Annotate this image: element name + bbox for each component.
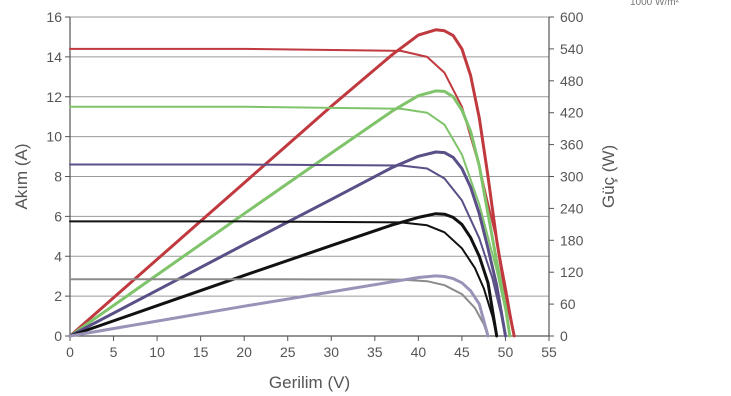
gridlines	[70, 16, 549, 337]
y-tick-label-6: 12	[46, 89, 62, 105]
y2-tick-label-4: 240	[560, 200, 584, 216]
corner-irradiance-note: 1000 W/m²	[630, 0, 680, 8]
x-tick-label-1: 5	[110, 344, 118, 360]
y-tick-label-7: 14	[46, 49, 62, 65]
y-tick-label-0: 0	[54, 328, 62, 344]
x-tick-labels: 0 5 10 15 20 25 30 35 40 45 50 55	[66, 336, 557, 360]
y2-tick-label-2: 120	[560, 264, 584, 280]
x-tick-label-11: 55	[541, 344, 557, 360]
y-tick-label-4: 8	[54, 169, 62, 185]
y2-tick-label-6: 360	[560, 137, 584, 153]
power-curve-9	[68, 274, 490, 338]
y-tick-label-1: 2	[54, 288, 62, 304]
y-tick-label-5: 10	[46, 129, 62, 145]
x-tick-label-7: 35	[367, 344, 383, 360]
y-tick-label-3: 6	[54, 208, 62, 224]
current-curve-4	[69, 163, 507, 337]
y2-tick-label-10: 600	[560, 9, 584, 25]
y2-tick-label-7: 420	[560, 105, 584, 121]
y-axis-label: Akım (A)	[12, 143, 31, 209]
power-curve-1	[68, 28, 516, 338]
x-tick-label-6: 30	[323, 344, 339, 360]
x-tick-label-9: 45	[454, 344, 470, 360]
y-tick-label-2: 4	[54, 248, 62, 264]
power-curve-3	[68, 89, 512, 338]
y2-tick-label-5: 300	[560, 169, 584, 185]
y2-axis-label: Güç (W)	[599, 145, 618, 208]
series-lines	[68, 28, 516, 338]
current-curve-8	[69, 278, 489, 337]
x-tick-label-8: 40	[411, 344, 427, 360]
y2-tick-label-9: 540	[560, 41, 584, 57]
x-tick-label-10: 50	[498, 344, 514, 360]
y2-tick-labels: 0 60 120 180 240 300 360 420 480 540 600	[549, 9, 584, 344]
x-tick-label-4: 20	[236, 344, 252, 360]
x-axis-label: Gerilim (V)	[269, 373, 350, 392]
y2-tick-label-1: 60	[560, 296, 576, 312]
power-curve-7	[68, 212, 499, 338]
x-tick-label-0: 0	[66, 344, 74, 360]
y2-tick-label-0: 0	[560, 328, 568, 344]
y2-tick-label-8: 480	[560, 73, 584, 89]
x-tick-label-5: 25	[280, 344, 296, 360]
y-tick-labels: 0 2 4 6 8 10 12 14 16	[46, 9, 70, 344]
y-tick-label-8: 16	[46, 9, 62, 25]
y2-tick-label-3: 180	[560, 232, 584, 248]
x-tick-label-2: 10	[149, 344, 165, 360]
power-curve-5	[68, 150, 507, 338]
current-curve-6	[69, 220, 498, 337]
x-tick-label-3: 15	[193, 344, 209, 360]
